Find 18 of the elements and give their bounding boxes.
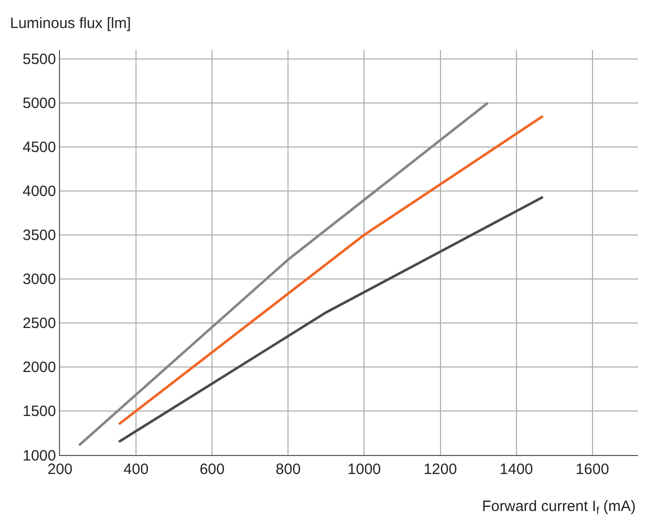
y-tick-label: 5000	[22, 95, 56, 112]
y-tick-label: 3500	[22, 227, 56, 244]
x-axis-title: Forward current I$_{f}$ (mA)	[482, 498, 636, 517]
x-tick-label: 1200	[424, 461, 457, 478]
y-tick-label: 2500	[22, 315, 56, 332]
y-tick-label: 2000	[22, 359, 56, 376]
x-tick-label: 1400	[500, 461, 534, 478]
y-tick-label: 4000	[22, 183, 56, 200]
x-tick-label: 400	[124, 461, 149, 478]
y-tick-label: 5500	[22, 51, 56, 68]
y-tick-label: 1500	[22, 403, 56, 420]
x-tick-label: 1000	[348, 461, 381, 478]
x-tick-label: 800	[276, 461, 301, 478]
y-axis-title: Luminous flux [lm]	[10, 15, 131, 32]
y-tick-label: 3000	[22, 271, 56, 288]
x-tick-label: 1600	[576, 461, 610, 478]
y-tick-label: 4500	[22, 139, 56, 156]
x-tick-label: 600	[200, 461, 225, 478]
